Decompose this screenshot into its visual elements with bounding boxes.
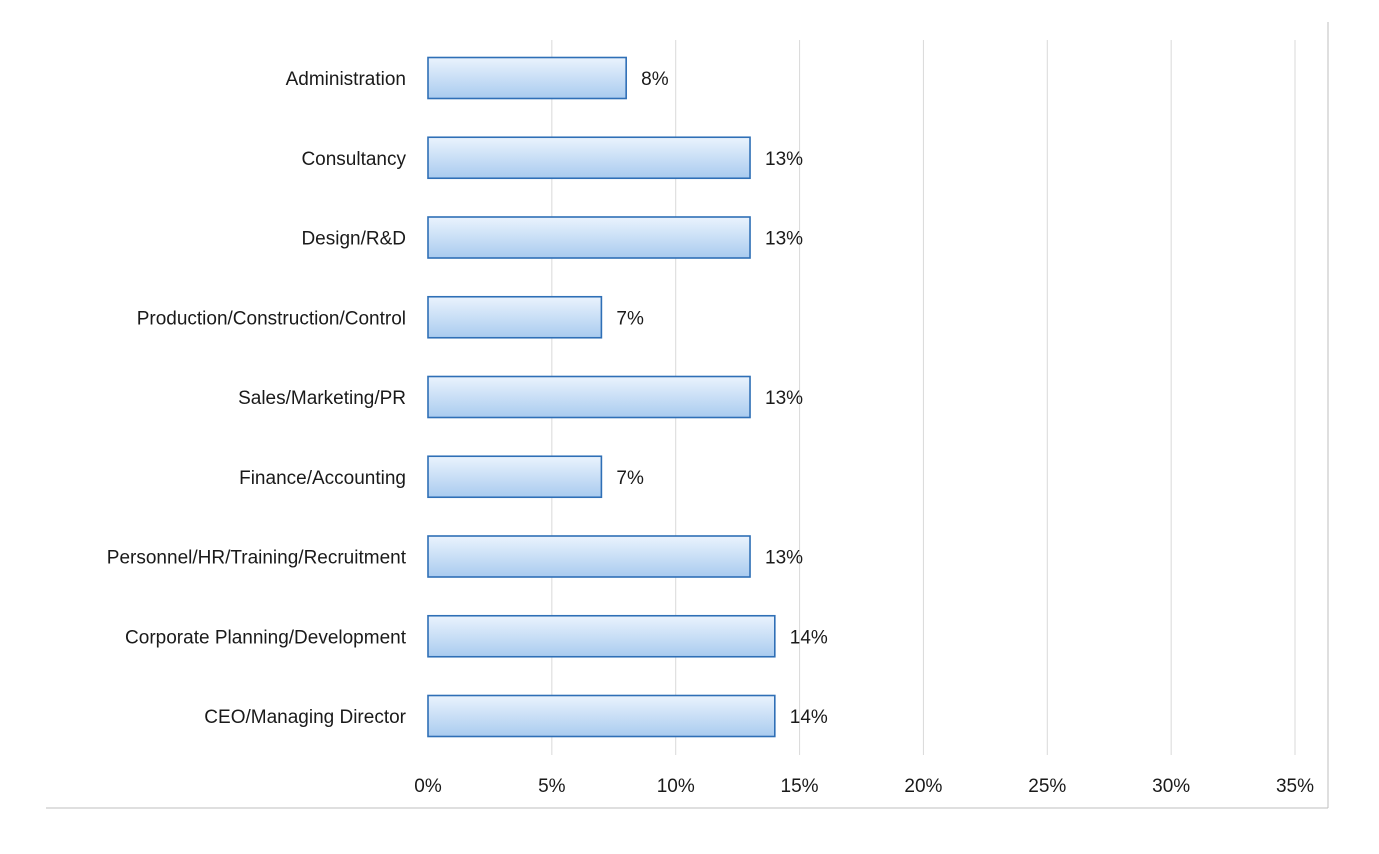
data-label: 14% xyxy=(790,627,828,648)
bar-7 xyxy=(427,614,776,658)
data-label: 13% xyxy=(765,229,803,250)
x-tick-label: 25% xyxy=(1028,776,1066,797)
x-tick-label: 15% xyxy=(781,776,819,797)
category-label: Administration xyxy=(286,69,406,90)
category-label: CEO/Managing Director xyxy=(204,707,406,728)
category-labels: Administration Consultancy Design/R&D Produ… xyxy=(107,69,407,728)
bar-8 xyxy=(427,694,776,738)
value-labels: 8% 13% 13% 7% 13% 7% 13% 14% 14% xyxy=(616,69,828,728)
category-label: Sales/Marketing/PR xyxy=(238,388,406,409)
data-label: 13% xyxy=(765,149,803,170)
bar-5 xyxy=(427,455,603,499)
bar-0 xyxy=(427,56,627,100)
data-label: 7% xyxy=(616,468,644,489)
category-label: Corporate Planning/Development xyxy=(125,627,407,648)
category-label: Production/Construction/Control xyxy=(137,308,406,329)
category-label: Design/R&D xyxy=(301,229,406,250)
bar-3 xyxy=(427,295,603,339)
bars xyxy=(427,56,776,738)
data-label: 8% xyxy=(641,69,669,90)
category-label: Consultancy xyxy=(301,149,406,170)
plot-frame xyxy=(46,22,1329,809)
category-label: Finance/Accounting xyxy=(239,468,406,489)
data-label: 13% xyxy=(765,548,803,569)
data-label: 13% xyxy=(765,388,803,409)
data-label: 14% xyxy=(790,707,828,728)
bar-4 xyxy=(427,375,751,419)
category-label: Personnel/HR/Training/Recruitment xyxy=(107,548,407,569)
bar-6 xyxy=(427,535,751,578)
x-tick-label: 20% xyxy=(904,776,942,797)
x-tick-label: 35% xyxy=(1276,776,1314,797)
x-axis-tick-labels: 0% 5% 10% 15% 20% 25% 30% 35% xyxy=(414,776,1314,797)
x-tick-label: 0% xyxy=(414,776,442,797)
data-label: 7% xyxy=(616,308,644,329)
x-tick-label: 10% xyxy=(657,776,695,797)
bar-1 xyxy=(427,136,751,180)
x-tick-label: 5% xyxy=(538,776,566,797)
x-tick-label: 30% xyxy=(1152,776,1190,797)
bar-2 xyxy=(427,216,751,259)
